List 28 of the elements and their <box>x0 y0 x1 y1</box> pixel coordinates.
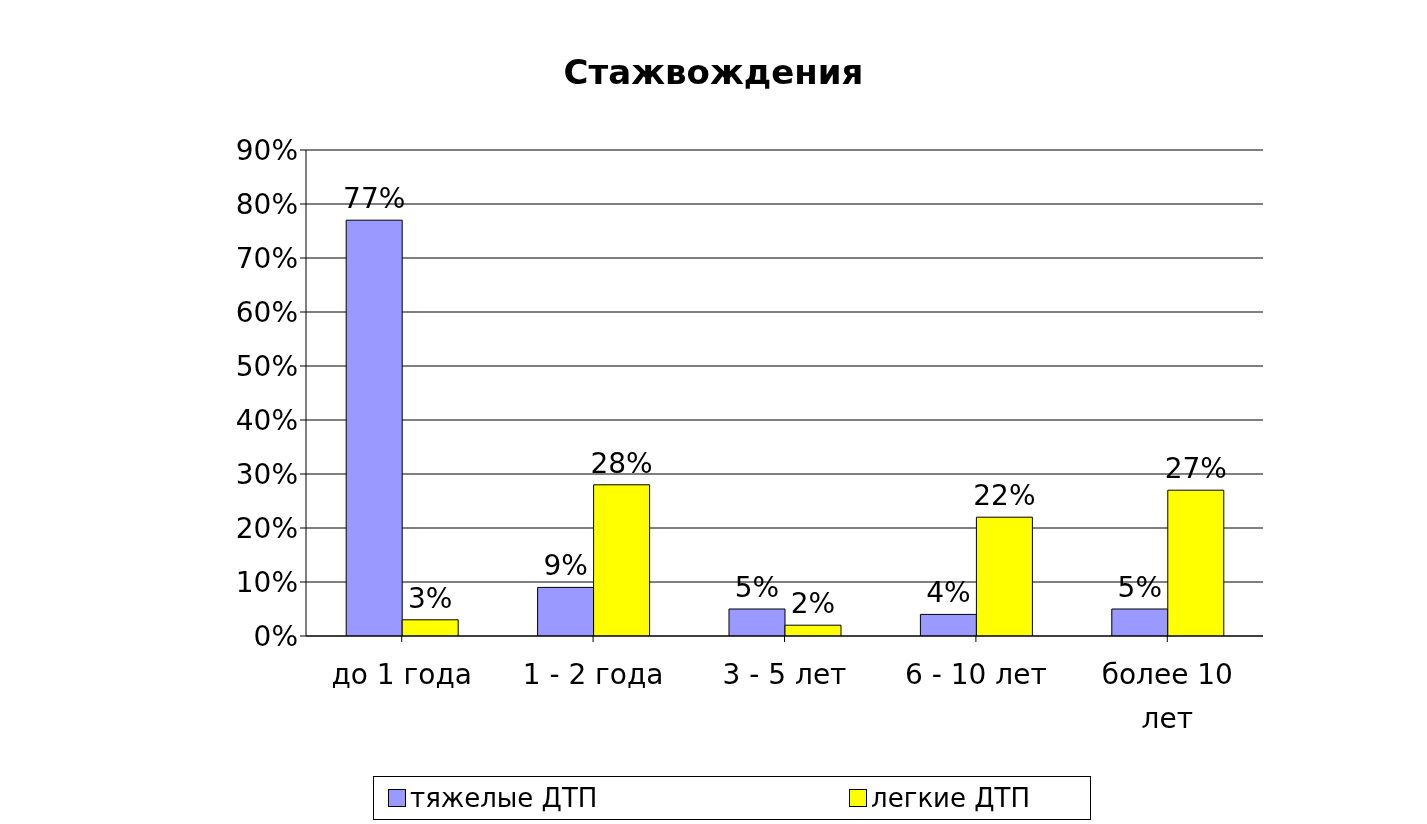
data-label: 5% <box>734 571 780 604</box>
legend-label: легкие ДТП <box>870 783 1030 813</box>
y-tick-label: 0% <box>253 619 298 653</box>
data-label: 3% <box>407 581 453 615</box>
y-tick-label: 40% <box>235 403 298 437</box>
y-tick-label: 60% <box>235 295 298 329</box>
data-label: 4% <box>926 576 971 610</box>
chart-title: Стажвождения <box>562 52 865 92</box>
x-tick-label: 6 - 10 лет <box>905 658 1047 691</box>
y-tick-label: 30% <box>235 457 298 491</box>
legend-label: тяжелые ДТП <box>409 783 598 813</box>
data-label: 77% <box>343 182 406 216</box>
data-label: 5% <box>1117 571 1162 604</box>
y-tick-label: 80% <box>235 187 298 221</box>
data-label: 9% <box>543 549 588 583</box>
data-label: 22% <box>973 479 1036 513</box>
x-tick-label: до 1 года <box>331 658 472 691</box>
data-label: 28% <box>590 446 653 480</box>
y-tick-label: 10% <box>235 565 298 599</box>
y-tick-label: 90% <box>235 133 298 167</box>
x-tick-label: 3 - 5 лет <box>722 658 847 691</box>
y-tick-label: 70% <box>235 241 298 275</box>
y-tick-label: 20% <box>235 511 298 545</box>
x-tick-label: более 10 лет <box>1101 658 1233 735</box>
y-tick-label: 50% <box>235 349 298 383</box>
data-label: 2% <box>790 587 836 621</box>
x-tick-label: 1 - 2 года <box>522 658 664 691</box>
data-label: 27% <box>1164 452 1227 486</box>
